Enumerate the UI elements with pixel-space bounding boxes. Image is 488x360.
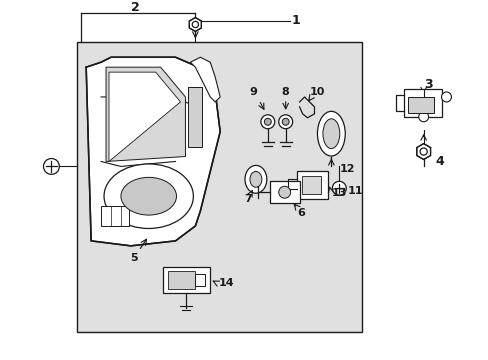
Bar <box>296 171 328 199</box>
Text: 14: 14 <box>218 278 233 288</box>
Circle shape <box>418 112 428 122</box>
Circle shape <box>43 158 59 174</box>
Text: 12: 12 <box>339 165 354 174</box>
Bar <box>163 267 210 293</box>
Ellipse shape <box>104 164 193 229</box>
Text: 13: 13 <box>331 188 346 198</box>
Ellipse shape <box>322 119 339 149</box>
Circle shape <box>332 181 346 195</box>
Circle shape <box>264 118 271 125</box>
Polygon shape <box>86 57 220 246</box>
Ellipse shape <box>121 177 176 215</box>
Polygon shape <box>416 144 429 159</box>
Polygon shape <box>106 67 185 162</box>
Ellipse shape <box>317 111 345 156</box>
Polygon shape <box>190 57 220 102</box>
Text: 5: 5 <box>130 253 137 263</box>
Polygon shape <box>189 18 201 31</box>
Text: 7: 7 <box>244 194 251 204</box>
Bar <box>101 206 129 226</box>
Text: 6: 6 <box>297 208 305 218</box>
Circle shape <box>441 92 450 102</box>
Text: 8: 8 <box>281 87 289 97</box>
Text: 3: 3 <box>424 77 432 91</box>
Bar <box>269 181 299 203</box>
Bar <box>301 176 321 194</box>
Bar <box>167 271 195 288</box>
Text: 4: 4 <box>435 155 444 168</box>
Ellipse shape <box>244 166 266 193</box>
Circle shape <box>278 186 290 198</box>
Text: 11: 11 <box>346 186 362 196</box>
Bar <box>77 42 362 332</box>
Circle shape <box>278 115 292 129</box>
Circle shape <box>419 148 427 155</box>
Polygon shape <box>109 72 180 162</box>
Bar <box>407 97 433 113</box>
Ellipse shape <box>249 171 262 187</box>
Text: 9: 9 <box>248 87 256 97</box>
Bar <box>403 89 441 117</box>
Bar <box>188 87 202 147</box>
Circle shape <box>282 118 288 125</box>
Text: 10: 10 <box>309 87 324 97</box>
Text: 1: 1 <box>291 14 300 27</box>
Bar <box>195 274 205 285</box>
Text: 2: 2 <box>131 1 140 14</box>
Circle shape <box>260 115 274 129</box>
Circle shape <box>192 21 198 28</box>
